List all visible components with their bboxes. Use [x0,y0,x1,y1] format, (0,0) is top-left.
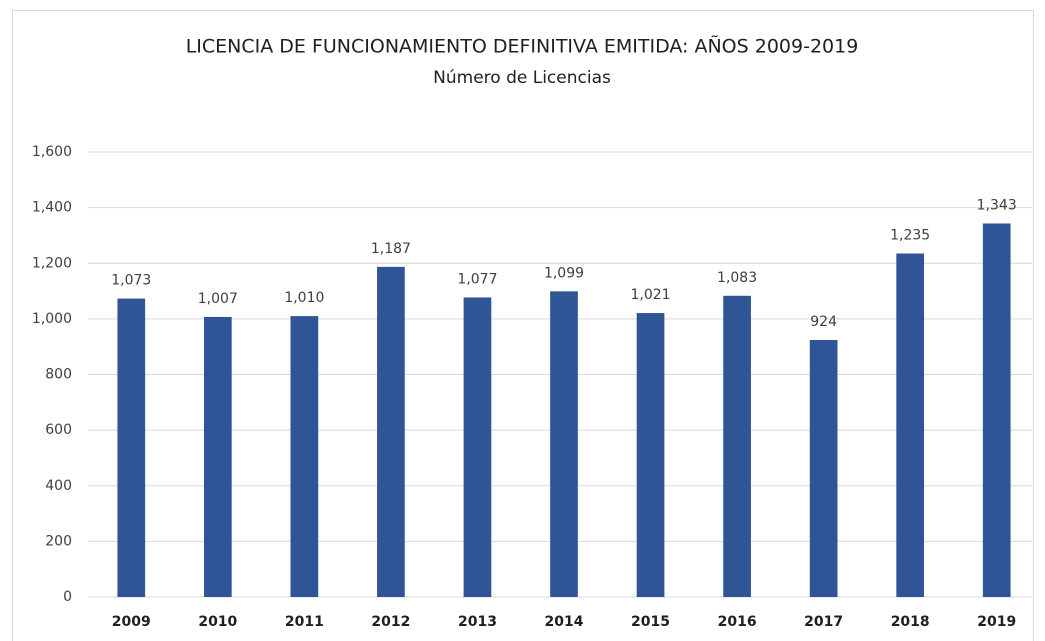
bar [550,291,578,597]
x-tick-label: 2018 [891,614,930,630]
y-tick-label: 1,600 [32,144,72,160]
bar [203,316,232,597]
data-label: 1,235 [890,228,930,244]
y-tick-label: 800 [45,367,72,383]
bar [377,266,405,597]
y-tick-label: 0 [63,589,72,605]
x-tick-label: 2013 [458,614,497,630]
x-tick-label: 2014 [545,614,584,630]
data-label: 1,021 [630,287,670,303]
data-label: 1,083 [717,270,757,286]
y-tick-label: 1,000 [32,311,72,327]
bar [290,316,319,597]
bar [636,313,665,597]
y-tick-label: 1,200 [32,255,72,271]
chart-title: LICENCIA DE FUNCIONAMIENTO DEFINITIVA EM… [186,35,859,58]
data-label: 924 [810,314,837,330]
y-tick-label: 400 [45,478,72,494]
bar [809,340,838,597]
x-tick-label: 2017 [804,614,843,630]
y-tick-label: 200 [45,533,72,549]
bar [982,223,1011,597]
bar [723,295,751,597]
bar [896,253,925,597]
x-tick-label: 2010 [198,614,237,630]
x-tick-label: 2019 [977,614,1016,630]
y-tick-label: 1,400 [32,200,72,216]
bar [463,297,492,597]
data-label: 1,099 [544,265,584,281]
data-label: 1,187 [371,241,411,257]
data-label: 1,007 [198,291,238,307]
x-tick-label: 2012 [371,614,410,630]
x-tick-label: 2009 [112,614,151,630]
x-tick-label: 2016 [718,614,757,630]
data-label: 1,073 [111,273,151,289]
x-tick-label: 2011 [285,614,324,630]
data-label: 1,010 [284,290,324,306]
bar [117,298,146,597]
data-label: 1,343 [977,197,1017,213]
y-tick-label: 600 [45,422,72,438]
data-label: 1,077 [457,271,497,287]
chart-frame [12,10,1034,641]
x-tick-label: 2015 [631,614,670,630]
chart-subtitle: Número de Licencias [433,68,611,88]
